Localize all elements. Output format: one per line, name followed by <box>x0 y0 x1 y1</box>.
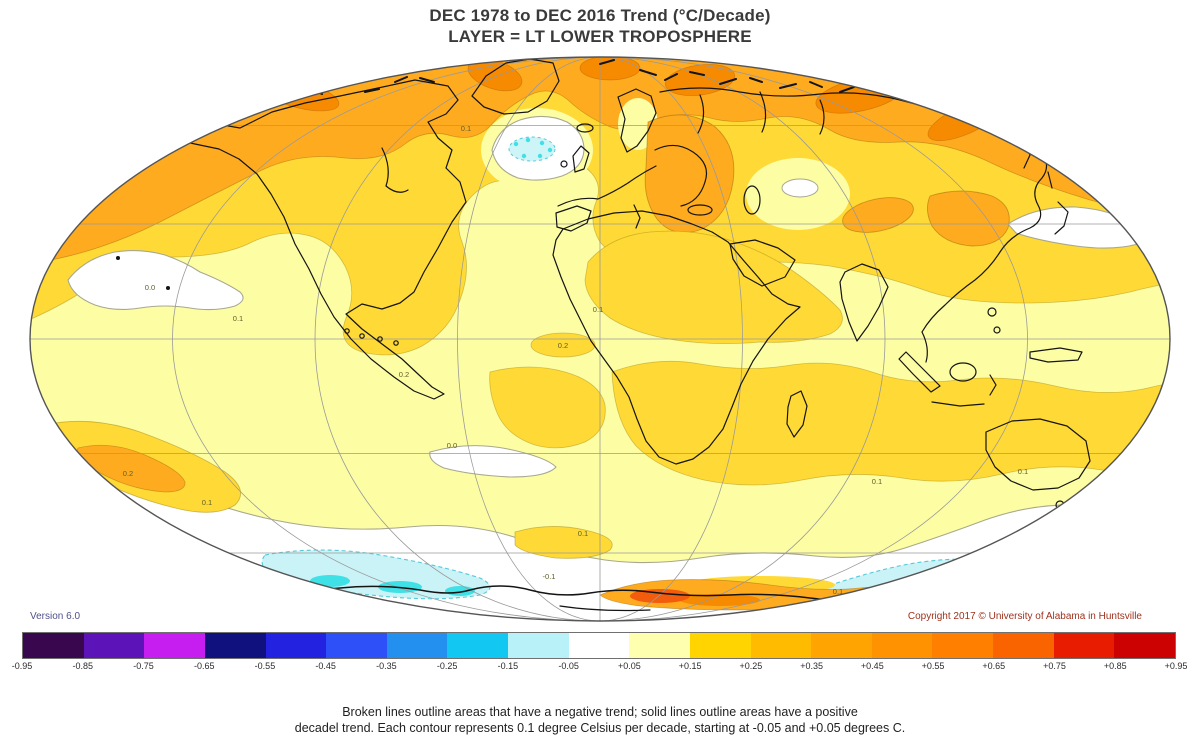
colorbar-segment <box>811 633 872 658</box>
colorbar-segment <box>144 633 205 658</box>
contour-labels: 0.0 0.1 0.1 0.2 0.1 0.2 0.2 0.0 0.1 0.1 -0.1 0.1 0.1… <box>123 124 1028 596</box>
region-white-caspian <box>781 178 819 198</box>
globe-outline <box>29 56 1171 622</box>
contour-label: 0.1 <box>1018 467 1028 476</box>
colorbar-tick-label: -0.35 <box>376 661 397 671</box>
colorbar-segment <box>750 633 812 658</box>
caption-line-2: decadel trend. Each contour represents 0… <box>294 721 906 735</box>
contour-label: 0.2 <box>399 370 409 379</box>
contour-label: 0.1 <box>872 477 882 486</box>
colorbar-tick-label: -0.45 <box>315 661 336 671</box>
title-line-1: DEC 1978 to DEC 2016 Trend (°C/Decade) <box>429 6 771 25</box>
colorbar-segment <box>386 633 448 658</box>
colorbar-segment <box>629 633 690 658</box>
title-line-2: LAYER = LT LOWER TROPOSPHERE <box>448 27 752 46</box>
cyan-dots-natlantic <box>513 137 553 159</box>
contour-label: 0.1 <box>461 124 471 133</box>
contour-label: 0.1 <box>593 305 603 314</box>
colorbar-segment <box>447 633 508 658</box>
contour-label: 0.1 <box>833 587 843 596</box>
colorbar-tick-label: -0.05 <box>558 661 579 671</box>
colorbar-tick-label: -0.25 <box>436 661 458 671</box>
region-orange-blobs <box>644 114 1010 247</box>
colorbar-segment <box>993 633 1054 658</box>
colorbar-segment <box>204 633 266 658</box>
caption-line-1: Broken lines outline areas that have a n… <box>342 705 858 719</box>
caption: Broken lines outline areas that have a n… <box>0 704 1200 736</box>
colorbar-segment <box>23 633 84 658</box>
colorbar-tick-label: +0.95 <box>1164 661 1188 671</box>
colorbar-segment <box>508 633 569 658</box>
region-yellow-sahara <box>584 230 843 344</box>
colorbar-tick-label: +0.15 <box>678 661 702 671</box>
colorbar-segment <box>265 633 327 658</box>
colorbar-segment <box>689 633 751 658</box>
colorbar-segment <box>932 633 993 658</box>
contour-label: 0.0 <box>447 441 457 450</box>
contour-label: 0.2 <box>558 341 568 350</box>
coastlines <box>167 58 1155 612</box>
colorbar-tick-label: +0.55 <box>921 661 945 671</box>
colorbar-tick-label: +0.25 <box>739 661 763 671</box>
colorbar-segment <box>568 633 630 658</box>
colorbar-tick-label: +0.45 <box>860 661 884 671</box>
colorbar-tick-label: -0.55 <box>254 661 276 671</box>
colorbar-segment <box>83 633 145 658</box>
contour-label: -0.1 <box>543 572 556 581</box>
colorbar-tick-label: +0.35 <box>800 661 823 671</box>
contour-label: 0.1 <box>233 314 243 323</box>
map-layers: 0.0 0.1 0.1 0.2 0.1 0.2 0.2 0.0 0.1 0.1 -0.1 0.1 0.1… <box>30 57 1170 621</box>
world-trend-map: 0.0 0.1 0.1 0.2 0.1 0.2 0.2 0.0 0.1 0.1 -0.1 0.1 0.1… <box>0 52 1200 624</box>
colorbar <box>22 632 1176 659</box>
region-orange-sw-pacific-core <box>74 444 186 493</box>
colorbar-tick-label: -0.75 <box>133 661 154 671</box>
colorbar-tick-label: +0.05 <box>617 661 641 671</box>
contour-label: 0.1 <box>578 529 588 538</box>
contour-label: 0.1 <box>202 498 212 507</box>
version-label: Version 6.0 <box>30 611 81 622</box>
colorbar-tick-label: -0.85 <box>72 661 93 671</box>
hawaii-islands <box>116 256 170 290</box>
colorbar-tick-label: +0.85 <box>1103 661 1127 671</box>
colorbar-tick-label: +0.75 <box>1043 661 1066 671</box>
colorbar-segment <box>1114 633 1175 658</box>
colorbar-segment <box>1053 633 1115 658</box>
copyright-label: Copyright 2017 © University of Alabama i… <box>907 611 1142 622</box>
colorbar-segment <box>326 633 387 658</box>
colorbar-tick-label: -0.15 <box>497 661 519 671</box>
region-yellow-south-band <box>611 360 1170 486</box>
chart-title: DEC 1978 to DEC 2016 Trend (°C/Decade) L… <box>0 5 1200 47</box>
colorbar-ticks: -0.95 -0.85 -0.75 -0.65 -0.55 -0.45 -0.35 -0.25… <box>12 661 1188 675</box>
colorbar-segment <box>871 633 933 658</box>
region-yellow-antarctic-center <box>514 526 613 559</box>
map-svg: 0.0 0.1 0.1 0.2 0.1 0.2 0.2 0.0 0.1 0.1 -0.1 0.1 0.1… <box>29 56 1171 622</box>
contour-label: 0.0 <box>145 283 155 292</box>
colorbar-tick-label: -0.95 <box>11 661 33 671</box>
colorbar-tick-label: -0.65 <box>193 661 215 671</box>
colorbar-tick-label: +0.65 <box>982 661 1006 671</box>
region-yellow-brazil <box>489 366 606 449</box>
contour-label: 0.2 <box>123 469 133 478</box>
